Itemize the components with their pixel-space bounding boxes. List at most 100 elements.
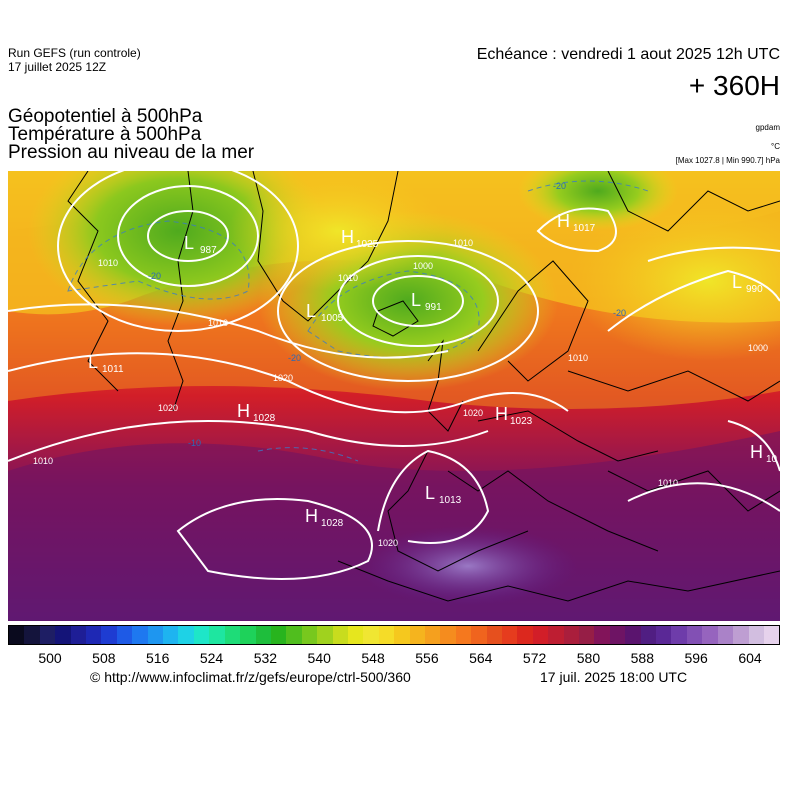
pressure-center-low: L 1013: [425, 483, 462, 506]
creation-time: 17 juil. 2025 18:00 UTC: [540, 669, 688, 685]
isotherm-labels: -20 -20 -20 -10 -20: [148, 181, 626, 448]
isotherm-label: -20: [613, 308, 626, 318]
colorbar-swatch: [39, 626, 56, 644]
isotherm-label: -20: [148, 271, 161, 281]
colorbar-swatch: [70, 626, 87, 644]
isobar-label: 1010: [208, 318, 228, 328]
colorbar-swatch: [193, 626, 210, 644]
colorbar-swatch: [286, 626, 302, 644]
colorbar-tick-label: 524: [199, 650, 224, 666]
colorbar-swatch: [517, 626, 533, 644]
svg-text:987: 987: [200, 245, 217, 256]
svg-text:1011: 1011: [102, 364, 124, 375]
title-pressure: Pression au niveau de la mer: [8, 142, 255, 163]
colorbar-swatch: [625, 626, 641, 644]
svg-text:991: 991: [425, 302, 442, 313]
colorbar-tick-label: 604: [738, 650, 762, 666]
colorbar-swatch: [224, 626, 241, 644]
colorbar-swatch: [717, 626, 734, 644]
colorbar-swatch: [640, 626, 657, 644]
isobar-label: 1010: [453, 238, 473, 248]
colorbar-swatch: [532, 626, 549, 644]
colorbar-swatch: [55, 626, 71, 644]
svg-text:1023: 1023: [510, 416, 533, 427]
forecast-horizon: + 360H: [688, 70, 780, 101]
colorbar-swatch: [132, 626, 148, 644]
svg-text:990: 990: [746, 284, 763, 295]
run-model: Run GEFS (run controle): [8, 46, 141, 60]
pressure-center-high: H 1025: [341, 227, 379, 250]
colorbar-swatch: [702, 626, 718, 644]
colorbar-swatch: [733, 626, 749, 644]
colorbar-swatch: [86, 626, 102, 644]
colorbar-tick-label: 532: [253, 650, 278, 666]
unit-geopotential: gpdam: [755, 123, 780, 132]
isobar-label: 1010: [568, 353, 588, 363]
colorbar-swatch: [301, 626, 318, 644]
svg-text:1025: 1025: [356, 239, 379, 250]
unit-temperature: °C: [771, 142, 780, 151]
pressure-center-low: L 987: [184, 233, 217, 256]
pressure-center-low: L 1005: [306, 301, 344, 324]
colorbar-swatch: [455, 626, 472, 644]
svg-text:10: 10: [766, 454, 778, 465]
isobar-labels: 1010 1020 1010 1000 1010 1020 1010 1010 …: [33, 238, 768, 548]
colorbar-swatch: [209, 626, 225, 644]
colorbar-tick-label: 580: [576, 650, 601, 666]
colorbar-swatch: [394, 626, 410, 644]
weather-map: 1010 1020 1010 1000 1010 1020 1010 1010 …: [8, 171, 780, 621]
colorbar-swatch: [24, 626, 40, 644]
run-date: 17 juillet 2025 12Z: [8, 60, 107, 74]
colorbar-swatch: [378, 626, 395, 644]
isobar-label: 1000: [413, 261, 433, 271]
hot-core-africa: [358, 526, 578, 606]
pressure-center-high: H 1028: [305, 506, 344, 529]
colorbar-swatch: [178, 626, 194, 644]
svg-text:H: H: [341, 227, 354, 247]
isobar-label: 1020: [158, 403, 178, 413]
title-temperature: Température à 500hPa: [8, 124, 202, 145]
isobar-label: 1010: [98, 258, 118, 268]
svg-text:L: L: [88, 352, 98, 372]
colorbar-swatch: [609, 626, 626, 644]
colorbar-tick-label: 556: [415, 650, 439, 666]
colorbar-swatch: [270, 626, 287, 644]
colorbar-tick-label: 596: [684, 650, 708, 666]
svg-text:L: L: [411, 290, 421, 310]
svg-text:L: L: [184, 233, 194, 253]
svg-text:H: H: [750, 442, 763, 462]
svg-text:H: H: [237, 401, 250, 421]
pressure-center-high: H 1017: [557, 211, 596, 234]
colorbar-tick-label: 500: [38, 650, 62, 666]
colorbar-swatch: [147, 626, 164, 644]
isobar-label: 1010: [33, 456, 53, 466]
svg-text:1017: 1017: [573, 223, 596, 234]
svg-text:L: L: [425, 483, 435, 503]
title-geopotential: Géopotentiel à 500hPa: [8, 106, 203, 127]
colorbar-swatch: [563, 626, 580, 644]
colorbar-swatch: [579, 626, 595, 644]
isobar-label: 1020: [378, 538, 398, 548]
colorbar-swatch: [671, 626, 687, 644]
pressure-center-high: H 10: [750, 442, 778, 465]
colorbar-swatch: [317, 626, 333, 644]
yellow-patch-center: [228, 171, 448, 291]
isobar-label: 1020: [273, 373, 293, 383]
svg-text:H: H: [557, 211, 570, 231]
pressure-center-high: H 1023: [495, 404, 533, 427]
colorbar-ticks: 500 508 516 524 532 540 548 556 564 572 580 588 596 6…: [8, 650, 780, 668]
colorbar-tick-label: 540: [307, 650, 331, 666]
pressure-center-low: L 1011: [88, 352, 124, 375]
map-titles: Géopotentiel à 500hPa Température à 500h…: [8, 106, 255, 163]
svg-text:1005: 1005: [321, 313, 344, 324]
pressure-center-low: L 990: [732, 272, 763, 295]
pressure-center-low: L 991: [411, 290, 442, 313]
svg-text:1013: 1013: [439, 495, 462, 506]
colorbar-swatch: [363, 626, 379, 644]
pressure-center-high: H 1028: [237, 401, 276, 424]
colorbar-swatch: [471, 626, 487, 644]
colorbar-swatch: [9, 626, 25, 644]
isotherm-label: -10: [188, 438, 201, 448]
colorbar-swatch: [440, 626, 456, 644]
colorbar-swatch: [240, 626, 256, 644]
